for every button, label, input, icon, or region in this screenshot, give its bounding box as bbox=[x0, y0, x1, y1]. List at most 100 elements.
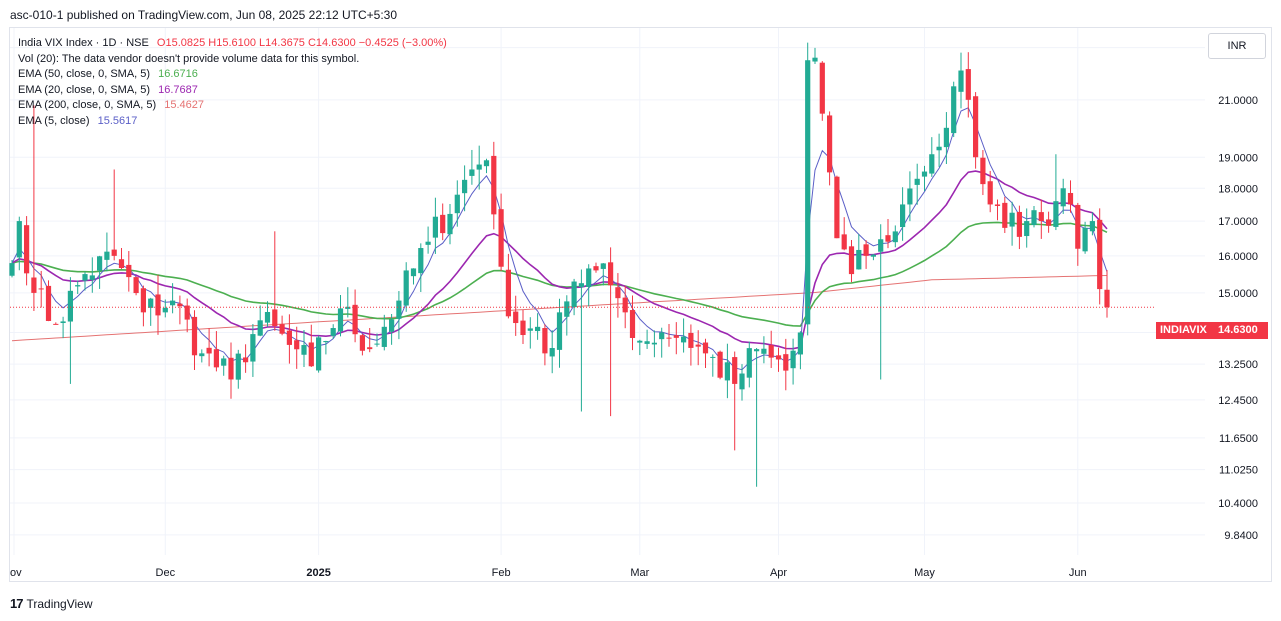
legend-ema5-row: EMA (5, close) 15.5617 bbox=[18, 114, 447, 130]
candle-body bbox=[425, 241, 431, 245]
legend-ema5-label: EMA (5, close) bbox=[18, 114, 90, 127]
candle bbox=[111, 169, 117, 261]
candle bbox=[60, 316, 66, 339]
candle-body bbox=[272, 309, 278, 327]
candle bbox=[951, 81, 957, 138]
candle bbox=[615, 273, 621, 318]
candle-body bbox=[958, 70, 964, 92]
candle bbox=[556, 298, 563, 368]
legend-ema5-value: 15.5617 bbox=[97, 114, 138, 127]
y-tick-label: 11.0250 bbox=[1219, 465, 1258, 477]
candle-body bbox=[622, 297, 628, 313]
candle bbox=[754, 348, 760, 487]
candle bbox=[337, 295, 344, 337]
candle-body bbox=[951, 86, 957, 134]
candle-body bbox=[118, 259, 125, 269]
candle bbox=[775, 347, 782, 372]
tradingview-brand[interactable]: 17 TradingView bbox=[10, 596, 93, 611]
candle-body bbox=[542, 328, 548, 354]
candle bbox=[469, 149, 475, 185]
candle-body bbox=[301, 345, 307, 355]
candle bbox=[425, 226, 431, 254]
candle bbox=[958, 52, 964, 109]
candle-body bbox=[89, 275, 95, 280]
candle-body bbox=[483, 160, 490, 167]
candle-body bbox=[754, 349, 760, 352]
candle bbox=[673, 322, 679, 355]
candle-body bbox=[688, 332, 694, 348]
candle-body bbox=[323, 341, 329, 343]
y-tick-label: 9.8400 bbox=[1224, 530, 1258, 542]
candle bbox=[308, 324, 314, 367]
candle bbox=[600, 263, 606, 286]
candle bbox=[608, 247, 614, 417]
candle bbox=[359, 333, 365, 356]
y-tick-label: 10.4000 bbox=[1218, 498, 1258, 510]
candle-body bbox=[666, 337, 672, 339]
legend-ema50-row: EMA (50, close, 0, SMA, 5) 16.6716 bbox=[18, 67, 447, 83]
candle-body bbox=[659, 332, 665, 340]
x-tick-label: May bbox=[914, 567, 935, 579]
candle-body bbox=[359, 335, 365, 351]
candle bbox=[206, 328, 212, 367]
candle bbox=[564, 295, 570, 336]
candle-body bbox=[775, 355, 782, 360]
candle bbox=[1060, 178, 1066, 214]
candle bbox=[666, 323, 672, 347]
candle bbox=[892, 225, 898, 248]
candle bbox=[104, 232, 110, 272]
candle-body bbox=[892, 231, 898, 243]
x-tick-label: Jun bbox=[1069, 567, 1087, 579]
candle bbox=[856, 234, 862, 270]
candle bbox=[199, 349, 205, 363]
candle-body bbox=[651, 342, 657, 345]
candle bbox=[16, 216, 22, 271]
candle bbox=[1067, 180, 1074, 213]
candle bbox=[213, 331, 219, 372]
x-tick-label: 2025 bbox=[306, 567, 330, 579]
candle-body bbox=[1016, 211, 1022, 237]
candle bbox=[783, 338, 789, 391]
candle-body bbox=[177, 303, 183, 307]
candle bbox=[717, 350, 723, 380]
candle-body bbox=[586, 268, 592, 287]
candle bbox=[1075, 202, 1081, 266]
candle-body bbox=[308, 342, 314, 367]
candle-body bbox=[381, 326, 387, 347]
candle-body bbox=[170, 300, 176, 306]
candle bbox=[542, 324, 548, 366]
candle-body bbox=[717, 351, 723, 378]
y-tick-label: 19.0000 bbox=[1218, 152, 1258, 164]
candle-body bbox=[608, 262, 614, 286]
candle-body bbox=[578, 283, 584, 288]
candle-body bbox=[330, 328, 336, 336]
currency-button[interactable]: INR bbox=[1208, 33, 1266, 59]
candle bbox=[294, 326, 300, 369]
candle bbox=[257, 305, 263, 337]
last-price-label: INDIAVIX 14.6300 bbox=[1156, 322, 1268, 339]
candle bbox=[505, 253, 511, 319]
candle bbox=[235, 349, 241, 389]
candle-body bbox=[462, 179, 468, 194]
candle bbox=[170, 283, 176, 314]
candle bbox=[702, 338, 709, 368]
candle-body bbox=[418, 248, 424, 274]
candles bbox=[9, 42, 1110, 487]
ema20-series bbox=[11, 170, 1108, 350]
candle bbox=[593, 262, 599, 273]
tradingview-logo-icon: 17 bbox=[10, 596, 24, 611]
candle-body bbox=[67, 290, 73, 322]
candle bbox=[323, 340, 329, 355]
candle bbox=[586, 264, 592, 307]
candle bbox=[746, 341, 752, 388]
candle bbox=[1082, 221, 1088, 254]
candle-body bbox=[535, 326, 541, 332]
candle bbox=[491, 141, 497, 230]
candle bbox=[827, 111, 833, 186]
candle bbox=[286, 314, 292, 364]
candle-body bbox=[827, 115, 833, 173]
candle bbox=[724, 343, 730, 399]
candle-body bbox=[45, 285, 52, 321]
candle-body bbox=[994, 204, 1001, 206]
